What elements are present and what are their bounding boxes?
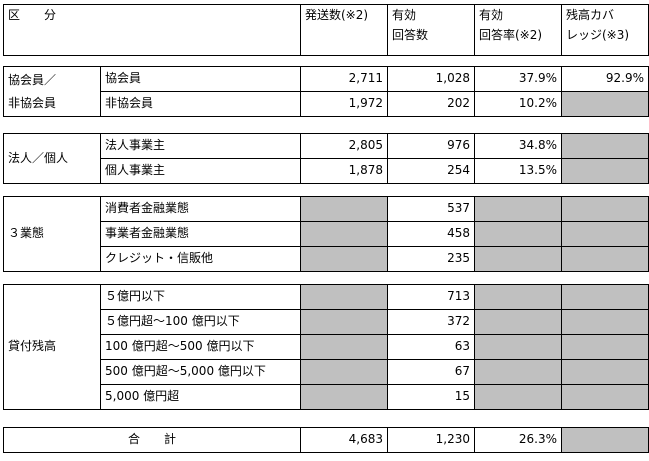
table-row: 合 計 4,683 1,230 26.3% xyxy=(3,427,649,453)
empty-cell xyxy=(474,334,562,360)
header-coverage: 残高カバ レッジ(※3) xyxy=(561,4,649,56)
empty-cell xyxy=(561,221,649,247)
table-row: 5,000 億円超 15 xyxy=(4,384,649,410)
empty-cell xyxy=(561,196,649,222)
empty-cell xyxy=(474,246,562,272)
empty-cell xyxy=(561,158,649,184)
empty-cell xyxy=(561,246,649,272)
header-table: 区 分 発送数(※2) 有効 回答数 有効 回答率(※2) 残高カバ レッジ(※3) xyxy=(3,4,649,56)
table-row: 協会員／ 非協会員 協会員 2,711 1,028 37.9% 92.9% xyxy=(3,66,649,117)
empty-cell xyxy=(300,359,388,385)
row-name: 協会員 xyxy=(100,66,301,92)
header-rate: 有効 回答率(※2) xyxy=(474,4,562,56)
table-row: クレジット・信販他 235 xyxy=(4,246,649,272)
row-name: 消費者金融業態 xyxy=(100,196,301,222)
empty-cell xyxy=(474,284,562,310)
empty-cell xyxy=(561,334,649,360)
table-row: ５億円超～100 億円以下 372 xyxy=(4,309,649,335)
row-name: 個人事業主 xyxy=(100,158,301,184)
table-row: 法人／個人 法人事業主 2,805 976 34.8% xyxy=(3,133,649,184)
empty-cell xyxy=(474,384,562,410)
section-business: ３業態 消費者金融業態 537 事業者金融業態 458 クレジット・信販他 23… xyxy=(3,196,649,272)
header-category: 区 分 xyxy=(3,4,301,56)
table-row: 100 億円超～500 億円以下 63 xyxy=(4,334,649,360)
empty-cell xyxy=(300,309,388,335)
empty-cell xyxy=(300,284,388,310)
row-name: 法人事業主 xyxy=(100,133,301,159)
row-name: ５億円超～100 億円以下 xyxy=(100,309,301,335)
section-entity: 法人／個人 法人事業主 2,805 976 34.8% 個人事業主 1,878 … xyxy=(3,133,649,184)
row-name: ５億円以下 xyxy=(100,284,301,310)
empty-cell xyxy=(561,284,649,310)
row-name: 事業者金融業態 xyxy=(100,221,301,247)
empty-cell xyxy=(561,91,649,117)
empty-cell xyxy=(300,196,388,222)
empty-cell xyxy=(474,221,562,247)
empty-cell xyxy=(561,309,649,335)
empty-cell xyxy=(561,384,649,410)
section-total: 合 計 4,683 1,230 26.3% xyxy=(3,427,649,453)
empty-cell xyxy=(474,196,562,222)
table-row: 貸付残高 ５億円以下 713 xyxy=(3,284,649,410)
table-row: 非協会員 1,972 202 10.2% xyxy=(4,91,649,117)
membership-label: 協会員／ 非協会員 xyxy=(3,66,101,117)
row-name: 5,000 億円超 xyxy=(100,384,301,410)
section-membership: 協会員／ 非協会員 協会員 2,711 1,028 37.9% 92.9% 非協会… xyxy=(3,66,649,117)
business-label: ３業態 xyxy=(3,196,101,272)
empty-cell xyxy=(561,427,649,453)
table-row: 500 億円超～5,000 億円以下 67 xyxy=(4,359,649,385)
row-name: 非協会員 xyxy=(100,91,301,117)
table-row: ３業態 消費者金融業態 537 xyxy=(3,196,649,272)
header-sent: 発送数(※2) xyxy=(300,4,388,56)
empty-cell xyxy=(474,359,562,385)
empty-cell xyxy=(300,246,388,272)
row-name: 500 億円超～5,000 億円以下 xyxy=(100,359,301,385)
empty-cell xyxy=(300,334,388,360)
table-row: 個人事業主 1,878 254 13.5% xyxy=(4,158,649,184)
table-row: 事業者金融業態 458 xyxy=(4,221,649,247)
total-label: 合 計 xyxy=(3,427,301,453)
header-valid: 有効 回答数 xyxy=(387,4,475,56)
entity-label: 法人／個人 xyxy=(3,133,101,184)
section-balance: 貸付残高 ５億円以下 713 ５億円超～100 億円以下 372 100 億円超… xyxy=(3,284,649,410)
empty-cell xyxy=(561,359,649,385)
empty-cell xyxy=(300,384,388,410)
empty-cell xyxy=(300,221,388,247)
empty-cell xyxy=(561,133,649,159)
empty-cell xyxy=(474,309,562,335)
row-name: 100 億円超～500 億円以下 xyxy=(100,334,301,360)
row-name: クレジット・信販他 xyxy=(100,246,301,272)
balance-label: 貸付残高 xyxy=(3,284,101,410)
